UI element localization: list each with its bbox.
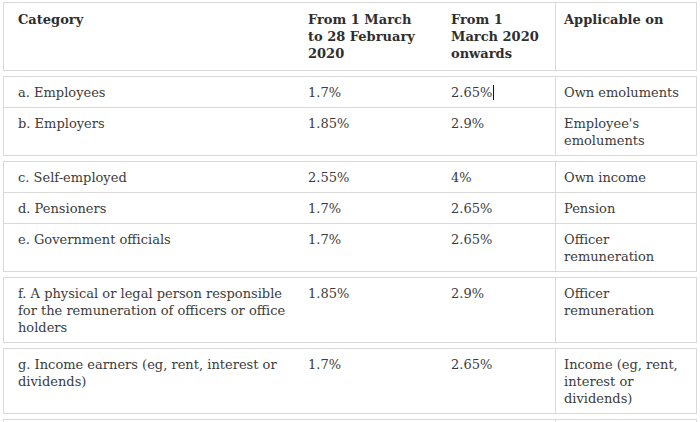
cell-period1: 2.55% <box>300 162 443 192</box>
header-label-period2: From 1 March 2020 onwards <box>451 11 543 62</box>
header-cell-period1: From 1 March to 28 February 2020 <box>300 3 443 70</box>
cell-applicable: Pension <box>555 193 696 223</box>
table-row-employers: b. Employers 1.85% 2.9% Employee's emolu… <box>4 107 696 155</box>
table-row-responsible-person: f. A physical or legal person responsibl… <box>4 278 696 342</box>
cell-period2: 2.65% <box>443 349 555 413</box>
cell-applicable: Employee's emoluments <box>555 108 696 155</box>
cell-period1: 1.7% <box>300 77 443 107</box>
header-cell-category: Category <box>4 3 300 70</box>
cell-category: e. Government officials <box>4 224 300 271</box>
table-section-g: g. Income earners (eg, rent, interest or… <box>3 348 697 414</box>
header-label-period1: From 1 March to 28 February 2020 <box>308 11 424 62</box>
cell-period2: 4% <box>443 162 555 192</box>
cell-category: a. Employees <box>4 77 300 107</box>
cell-period1: 1.7% <box>300 349 443 413</box>
cell-period2: 2.9% <box>443 278 555 342</box>
table-section-f: f. A physical or legal person responsibl… <box>3 277 697 343</box>
cell-period2: 2.65% <box>443 193 555 223</box>
cell-applicable: Income (eg, rent, interest or dividends) <box>555 349 696 413</box>
table-row-employees: a. Employees 1.7% 2.65% Own emoluments <box>4 77 696 107</box>
cell-applicable: Officer remuneration <box>555 224 696 271</box>
contribution-rates-table: Category From 1 March to 28 February 202… <box>3 2 697 422</box>
header-cell-period2: From 1 March 2020 onwards <box>443 3 555 70</box>
table-header-row: Category From 1 March to 28 February 202… <box>4 3 696 70</box>
cell-category: d. Pensioners <box>4 193 300 223</box>
header-label-applicable: Applicable on <box>564 12 663 27</box>
cell-period2-value: 2.65% <box>451 85 492 100</box>
cell-applicable: Officer remuneration <box>555 278 696 342</box>
cell-category: c. Self-employed <box>4 162 300 192</box>
header-label-category: Category <box>18 12 83 27</box>
cell-period1: 1.7% <box>300 224 443 271</box>
cell-applicable: Own emoluments <box>555 77 696 107</box>
table-row-self-employed: c. Self-employed 2.55% 4% Own income <box>4 162 696 192</box>
header-cell-applicable: Applicable on <box>555 3 696 70</box>
cell-category: g. Income earners (eg, rent, interest or… <box>4 349 300 413</box>
cell-period2: 2.9% <box>443 108 555 155</box>
cell-period1: 1.7% <box>300 193 443 223</box>
table-row-government-officials: e. Government officials 1.7% 2.65% Offic… <box>4 223 696 271</box>
table-section-a-b: a. Employees 1.7% 2.65% Own emoluments b… <box>3 76 697 156</box>
table-section-c-d-e: c. Self-employed 2.55% 4% Own income d. … <box>3 161 697 272</box>
table-header-section: Category From 1 March to 28 February 202… <box>3 2 697 71</box>
cell-category: b. Employers <box>4 108 300 155</box>
cell-period2: 2.65% <box>443 224 555 271</box>
cell-period2: 2.65% <box>443 77 555 107</box>
text-cursor <box>493 85 494 100</box>
cell-period1: 1.85% <box>300 278 443 342</box>
cell-category: f. A physical or legal person responsibl… <box>4 278 300 342</box>
table-row-income-earners: g. Income earners (eg, rent, interest or… <box>4 349 696 413</box>
cell-applicable: Own income <box>555 162 696 192</box>
table-row-pensioners: d. Pensioners 1.7% 2.65% Pension <box>4 192 696 223</box>
cell-period1: 1.85% <box>300 108 443 155</box>
